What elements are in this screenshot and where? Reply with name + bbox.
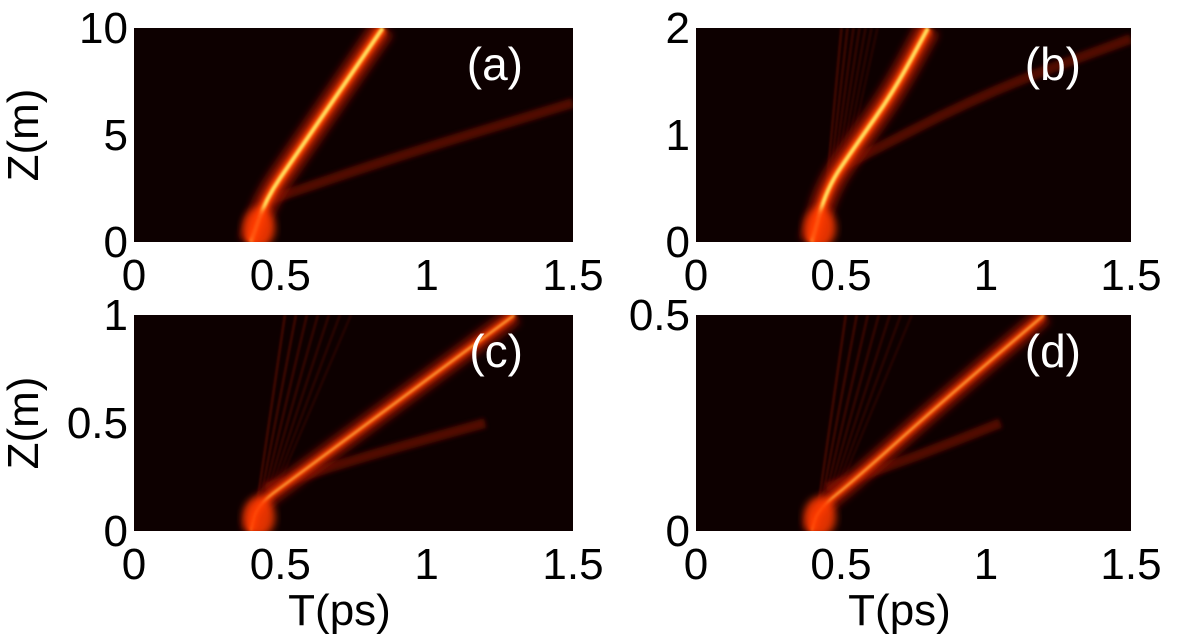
input-pulse xyxy=(243,497,276,531)
y-tick-label: 10 xyxy=(79,4,128,53)
x-tick-label: 1 xyxy=(414,251,438,300)
y-tick-label: 1 xyxy=(104,291,128,340)
radiation-branch xyxy=(838,34,1131,172)
y-tick-label: 0 xyxy=(104,507,128,556)
x-tick-label: 1 xyxy=(414,540,438,589)
interference-fringe xyxy=(816,315,847,510)
radiation-branch xyxy=(269,98,573,204)
radiation-branch xyxy=(264,418,487,493)
main-beam-core xyxy=(249,28,385,242)
y-tick-label: 0.5 xyxy=(67,399,128,448)
interference-fringe xyxy=(270,315,341,496)
y-axis-label: Z(m) xyxy=(0,89,48,182)
panel-label: (b) xyxy=(1025,38,1081,90)
x-tick-label: 1.5 xyxy=(1100,540,1161,589)
main-beam-core xyxy=(810,28,930,242)
interference-fringe xyxy=(255,315,286,506)
x-tick-label: 0 xyxy=(122,251,146,300)
x-tick-label: 0.5 xyxy=(810,251,871,300)
x-tick-label: 1.5 xyxy=(1100,251,1161,300)
x-tick-label: 1 xyxy=(974,251,998,300)
input-pulse xyxy=(243,208,276,242)
interference-fringe xyxy=(274,315,352,494)
panel-c: 0 0.5 1 1.5 0 0.5 1 (c) T(ps) Z(m) xyxy=(0,291,604,635)
y-tick-label: 0 xyxy=(666,507,690,556)
x-tick-label: 1.5 xyxy=(542,540,603,589)
y-axis-label: Z(m) xyxy=(0,377,48,470)
interference-fringe xyxy=(819,315,858,508)
panel-label: (a) xyxy=(467,38,523,90)
interference-fringe xyxy=(264,315,319,500)
panel-b: 0 0.5 1 1.5 0 1 2 (b) xyxy=(666,4,1162,300)
y-tick-label: 5 xyxy=(104,111,128,160)
interference-fringe xyxy=(834,315,913,498)
interference-fringe xyxy=(828,315,891,502)
x-tick-label: 0.5 xyxy=(250,540,311,589)
interference-fringe xyxy=(825,28,843,189)
panel-label: (d) xyxy=(1025,325,1081,377)
y-tick-label: 1 xyxy=(666,111,690,160)
interference-fringe xyxy=(831,315,902,500)
x-tick-label: 1.5 xyxy=(542,251,603,300)
panel-a: 0 0.5 1 1.5 0 5 10 (a) Z(m) xyxy=(0,4,604,300)
interference-fringe xyxy=(261,315,308,502)
interference-fringe xyxy=(258,315,297,504)
x-tick-label: 0 xyxy=(684,540,708,589)
panel-label: (c) xyxy=(469,325,523,377)
interference-fringe xyxy=(825,315,880,504)
x-axis-label: T(ps) xyxy=(288,586,391,635)
y-tick-label: 0.5 xyxy=(629,291,690,340)
x-axis-label: T(ps) xyxy=(848,586,951,635)
input-pulse xyxy=(804,208,836,242)
x-tick-label: 1 xyxy=(974,540,998,589)
x-tick-label: 0 xyxy=(122,540,146,589)
y-tick-label: 2 xyxy=(666,4,690,53)
interference-fringe xyxy=(267,315,330,498)
x-tick-label: 0.5 xyxy=(250,251,311,300)
panel-d: 0 0.5 1 1.5 0 0.5 (d) T(ps) xyxy=(629,291,1162,635)
x-tick-label: 0 xyxy=(684,251,708,300)
y-tick-label: 0 xyxy=(104,218,128,267)
x-tick-label: 0.5 xyxy=(810,540,871,589)
input-pulse xyxy=(804,497,836,531)
interference-fringe xyxy=(822,315,869,506)
y-tick-label: 0 xyxy=(666,218,690,267)
